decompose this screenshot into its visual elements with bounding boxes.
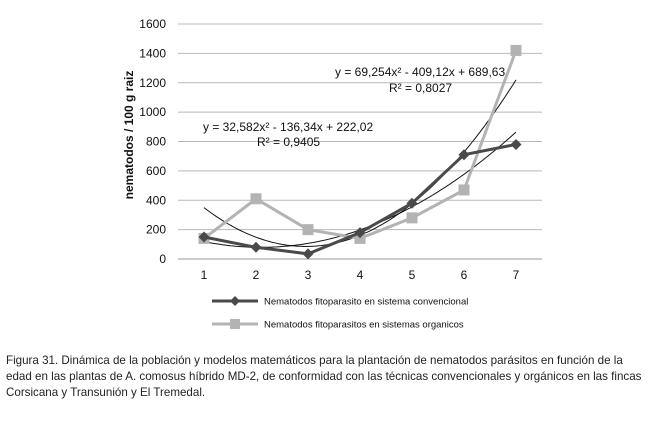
y-tick-label: 1000 [139,105,166,119]
legend-item-organic: Nematodos fitoparasitos en sistemas orga… [212,319,464,331]
x-tick-label: 7 [513,268,520,282]
trendlines [203,79,517,248]
trendline-organic [203,79,517,248]
legend-item-conventional: Nematodos fitoparasito en sistema conven… [212,296,468,308]
y-tick-label: 200 [146,223,166,237]
data-point-conventional [198,231,210,243]
legend: Nematodos fitoparasito en sistema conven… [212,296,468,331]
y-tick-label: 0 [159,252,166,266]
data-point-conventional [458,149,470,161]
y-tick-label: 1200 [139,76,166,90]
data-point-organic [354,232,366,244]
x-tick-label: 5 [409,268,416,282]
y-tick-label: 800 [146,135,166,149]
data-point-conventional [302,248,314,260]
x-tick-label: 1 [201,268,208,282]
y-tick-label: 1400 [139,46,166,60]
data-point-organic [250,193,262,205]
r2-organic: R² = 0,8027 [389,81,452,95]
data-point-conventional [510,138,522,150]
legend-marker [230,296,240,306]
data-point-organic [510,44,522,56]
x-tick-labels: 1 2 3 4 5 6 7 [201,268,520,282]
data-point-conventional [354,227,366,239]
data-point-organic [406,212,418,224]
r2-conventional: R² = 0,9405 [257,135,320,149]
y-tick-labels: 0 200 400 600 800 1000 1200 1400 1600 [139,17,166,266]
data-point-conventional [406,197,418,209]
data-point-conventional [250,241,262,253]
x-tick-label: 6 [461,268,468,282]
y-tick-label: 1600 [139,17,166,31]
legend-label: Nematodos fitoparasito en sistema conven… [264,297,468,308]
data-point-organic [458,184,470,196]
data-point-organic [302,224,314,236]
series-lines [198,44,522,260]
y-tick-label: 400 [146,193,166,207]
equation-conventional: y = 32,582x² - 136,34x + 222,02 [203,120,373,134]
legend-marker [230,319,240,329]
x-tick-label: 3 [305,268,312,282]
nematode-chart: 0 200 400 600 800 1000 1200 1400 1600 1 2 3 4 5 6 7 ne… [122,17,542,331]
legend-label: Nematodos fitoparasitos en sistemas orga… [264,320,464,331]
figure-caption: Figura 31. Dinámica de la población y mo… [6,354,642,399]
y-tick-label: 600 [146,164,166,178]
y-axis-label: nematodos / 100 g raiz [122,71,136,200]
x-tick-label: 2 [253,268,260,282]
equation-organic: y = 69,254x² - 409,12x + 689,63 [335,65,505,79]
grid-lines [178,23,542,260]
x-tick-label: 4 [357,268,364,282]
